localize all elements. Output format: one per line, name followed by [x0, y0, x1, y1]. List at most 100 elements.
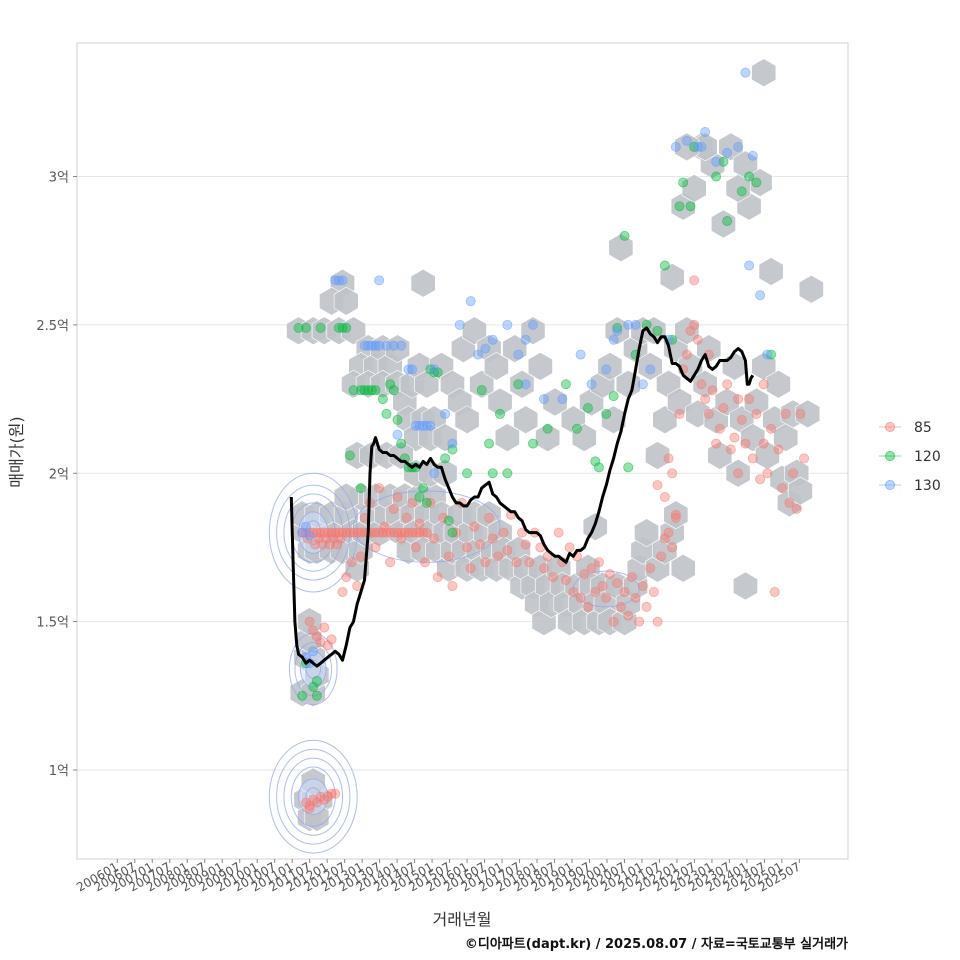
series-130 — [297, 67, 773, 669]
hexbin-cell — [795, 399, 821, 429]
data-point-120 — [377, 394, 388, 405]
density-contour-fill — [300, 651, 327, 687]
hexbin-cell — [502, 334, 528, 363]
data-point-130 — [410, 420, 421, 431]
data-point-85 — [579, 569, 590, 580]
x-axis: 2006012006072007012007072008012008072009… — [74, 859, 803, 895]
data-point-130 — [502, 319, 513, 330]
data-point-120 — [528, 438, 539, 449]
data-point-85 — [751, 408, 762, 419]
data-point-120 — [689, 141, 700, 152]
hexbin-cell — [494, 423, 520, 452]
data-point-130 — [425, 420, 436, 431]
density-contour — [268, 472, 358, 593]
data-point-120 — [366, 385, 377, 396]
data-point-85 — [700, 394, 711, 405]
hexbin-cell — [754, 441, 780, 470]
data-point-120 — [678, 177, 689, 188]
data-point-85 — [648, 586, 659, 597]
legend-label: 85 — [914, 420, 932, 436]
hexbin-cell — [718, 132, 744, 162]
data-point-130 — [473, 349, 484, 360]
data-point-130 — [363, 340, 374, 351]
data-point-120 — [429, 367, 440, 378]
data-point-85 — [418, 527, 429, 538]
data-point-120 — [297, 690, 308, 701]
data-point-85 — [707, 385, 718, 396]
density-contour — [299, 650, 327, 688]
density-contour — [268, 739, 358, 854]
data-point-120 — [495, 408, 506, 419]
data-point-85 — [451, 527, 462, 538]
data-point-85 — [332, 539, 343, 550]
hexbin-cell — [787, 476, 813, 506]
data-point-85 — [553, 527, 564, 538]
data-point-120 — [370, 385, 381, 396]
data-point-85 — [619, 586, 630, 597]
data-point-130 — [418, 420, 429, 431]
legend: 85 120 130 — [879, 420, 941, 494]
data-point-120 — [711, 171, 722, 182]
data-point-85 — [469, 521, 480, 532]
density-contour — [283, 757, 344, 836]
data-point-85 — [659, 491, 670, 502]
data-point-85 — [374, 483, 385, 494]
data-point-85 — [560, 575, 571, 586]
data-point-85 — [799, 453, 810, 464]
data-point-120 — [476, 385, 487, 396]
hexbin-cell — [608, 233, 634, 263]
hexbin-cell — [645, 441, 671, 470]
data-point-85 — [586, 563, 597, 574]
data-point-85 — [401, 512, 412, 523]
data-point-130 — [465, 296, 476, 307]
data-point-85 — [379, 521, 390, 532]
hexbin-cell — [725, 458, 751, 488]
data-point-85 — [480, 557, 491, 568]
data-point-85 — [304, 527, 315, 538]
data-point-120 — [421, 497, 432, 508]
hexbin-cell — [765, 369, 791, 399]
data-point-85 — [667, 542, 678, 553]
data-point-120 — [718, 156, 729, 167]
hexbin-cell — [747, 168, 773, 197]
data-point-120 — [443, 515, 454, 526]
data-point-85 — [791, 503, 802, 514]
data-point-85 — [388, 503, 399, 514]
data-point-130 — [374, 275, 385, 286]
data-point-85 — [645, 563, 656, 574]
data-point-85 — [575, 592, 586, 603]
data-point-130 — [480, 343, 491, 354]
data-point-130 — [396, 340, 407, 351]
data-point-120 — [560, 379, 571, 390]
data-point-85 — [659, 533, 670, 544]
legend-key-point — [884, 479, 896, 491]
data-point-130 — [612, 325, 623, 336]
hexbin-cell — [604, 316, 630, 346]
data-point-130 — [696, 141, 707, 152]
hexbin-cell — [410, 268, 436, 298]
data-point-85 — [538, 563, 549, 574]
density-contour — [283, 493, 344, 572]
data-point-85 — [419, 557, 430, 568]
density-contour — [294, 641, 333, 697]
data-point-120 — [722, 216, 733, 227]
data-point-85 — [370, 542, 381, 553]
data-point-130 — [366, 340, 377, 351]
data-point-120 — [744, 171, 755, 182]
data-point-120 — [447, 527, 458, 538]
data-point-85 — [355, 551, 366, 562]
data-point-85 — [652, 616, 663, 627]
data-point-85 — [681, 349, 692, 360]
data-point-130 — [487, 334, 498, 345]
data-point-130 — [637, 379, 648, 390]
legend-label: 130 — [914, 478, 941, 494]
density-contour — [276, 748, 351, 845]
hexbin-cell — [483, 352, 509, 381]
legend-item-130: 130 — [879, 478, 941, 494]
data-point-85 — [487, 533, 498, 544]
data-point-85 — [517, 527, 528, 538]
density-contour — [276, 484, 351, 581]
data-point-85 — [447, 581, 458, 592]
data-point-130 — [740, 67, 751, 78]
data-point-85 — [582, 601, 593, 612]
